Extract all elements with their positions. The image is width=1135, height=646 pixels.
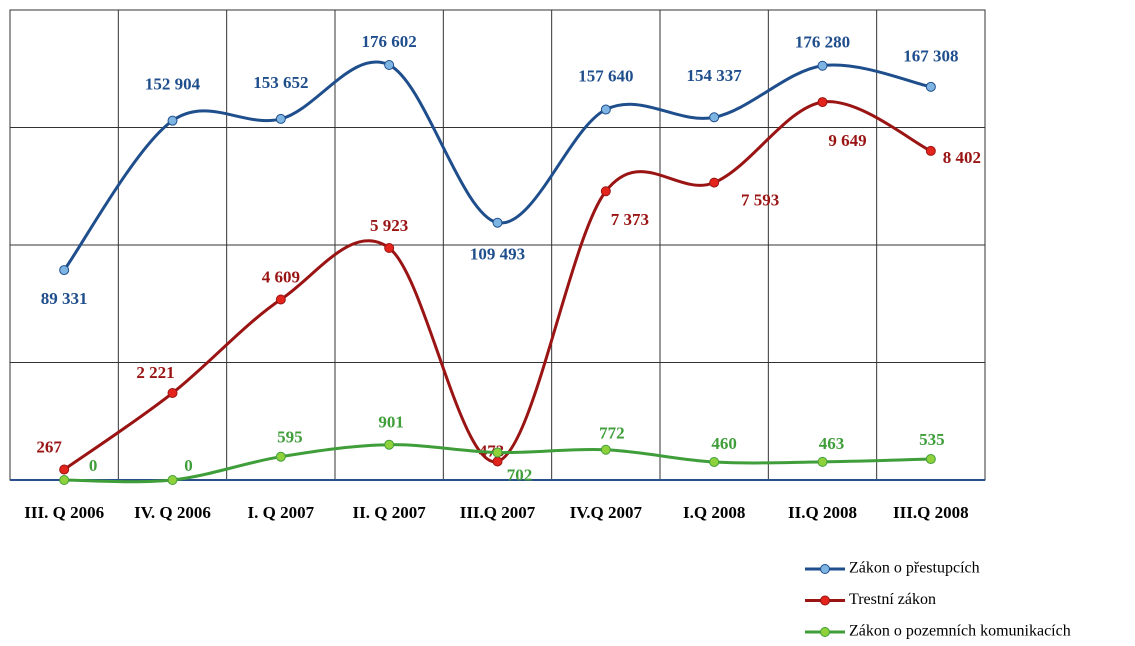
data-point [600,186,611,197]
data-label: 0 [89,456,98,475]
data-point [275,113,286,124]
data-point [709,177,720,188]
legend-marker [820,595,830,606]
data-label: 2 221 [136,363,174,382]
data-point [492,217,503,228]
data-label: 0 [184,456,193,475]
data-label: 463 [819,434,845,453]
data-point [167,475,178,485]
legend-marker [820,627,830,637]
data-point [384,439,395,450]
data-point [709,456,720,467]
data-label: 9 649 [828,131,866,150]
data-label: 7 373 [611,210,649,229]
data-point [925,454,936,465]
data-point [59,475,70,485]
data-label: 772 [599,424,625,443]
legend-label: Zákon o přestupcích [849,560,980,577]
data-point [492,447,503,458]
legend-marker [820,564,830,574]
data-label: 152 904 [145,75,201,94]
data-point [817,456,828,467]
x-tick-label: III.Q 2008 [893,503,969,522]
data-point [275,451,286,462]
series-line [63,100,932,471]
data-label: 535 [919,430,945,449]
data-point [59,265,70,276]
data-label: 595 [277,428,303,447]
data-point [925,81,936,92]
data-point [925,145,936,156]
data-point [384,59,395,70]
data-label: 154 337 [687,66,743,85]
data-label: 4 609 [262,267,300,286]
x-tick-label: II. Q 2007 [353,503,427,522]
data-point [384,243,395,254]
data-point [817,97,828,108]
data-label: 702 [507,465,533,484]
data-label: 7 593 [741,191,779,210]
data-label: 109 493 [470,245,525,264]
x-tick-label: I.Q 2008 [683,503,745,522]
data-label: 5 923 [370,216,408,235]
series-line [62,60,932,271]
data-point [709,112,720,123]
data-label: 460 [711,434,737,453]
data-label: 167 308 [903,47,958,66]
data-point [817,60,828,71]
x-tick-label: III. Q 2006 [24,503,104,522]
data-label: 153 652 [253,73,308,92]
legend-label: Zákon o pozemních komunikacích [849,623,1071,640]
x-tick-label: IV. Q 2006 [134,503,211,522]
data-label: 89 331 [41,289,88,308]
data-point [167,388,178,399]
x-tick-label: IV.Q 2007 [570,503,643,522]
data-point [59,464,70,475]
data-point [600,444,611,455]
data-label: 8 402 [943,148,981,167]
data-point [600,104,611,115]
data-point [167,115,178,126]
legend-label: Trestní zákon [849,591,936,608]
x-tick-label: III.Q 2007 [460,503,536,522]
x-tick-label: I. Q 2007 [248,503,315,522]
data-label: 267 [36,437,62,456]
data-point [275,294,286,305]
data-label: 157 640 [578,66,633,85]
data-label: 176 602 [362,32,417,51]
x-tick-label: II.Q 2008 [788,503,857,522]
data-label: 901 [378,413,404,432]
data-label: 176 280 [795,33,850,52]
